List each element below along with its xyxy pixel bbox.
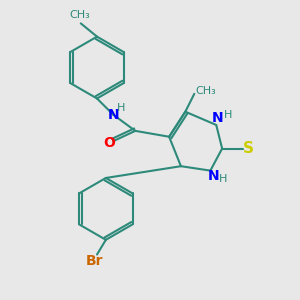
Text: H: H	[117, 103, 126, 113]
Text: H: H	[224, 110, 232, 120]
Text: S: S	[243, 141, 254, 156]
Text: N: N	[212, 112, 224, 125]
Text: H: H	[218, 174, 227, 184]
Text: N: N	[107, 108, 119, 122]
Text: CH₃: CH₃	[196, 85, 216, 95]
Text: CH₃: CH₃	[69, 11, 90, 20]
Text: N: N	[208, 169, 220, 183]
Text: Br: Br	[86, 254, 104, 268]
Text: O: O	[104, 136, 116, 150]
